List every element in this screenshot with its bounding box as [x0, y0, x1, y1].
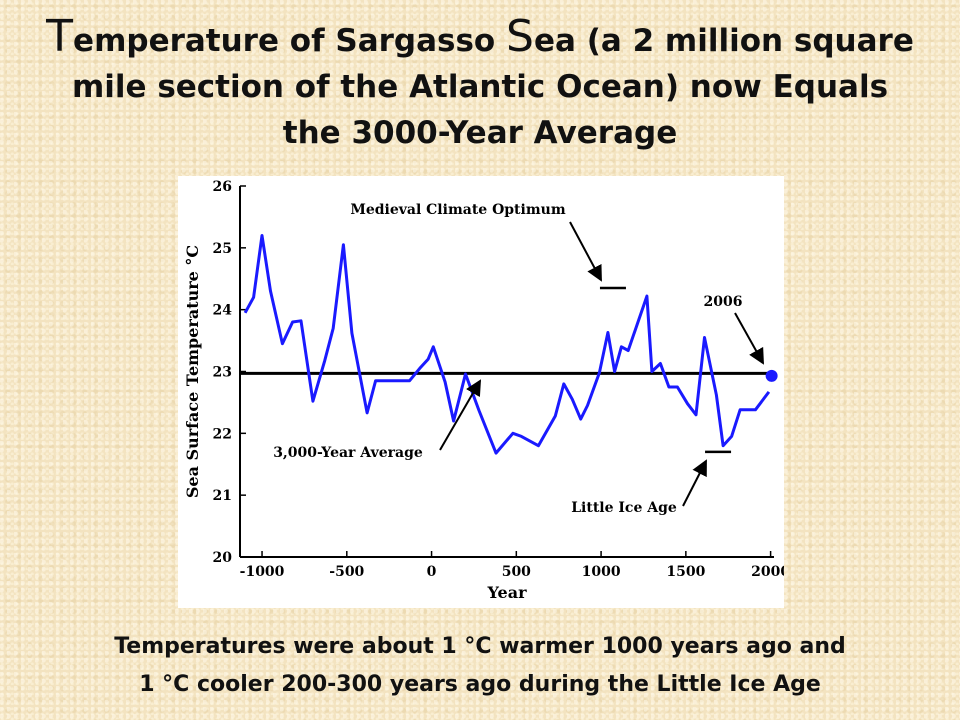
- x-tick-label: -1000: [240, 564, 285, 580]
- y-tick-label: 20: [213, 550, 233, 566]
- y-tick-label: 22: [213, 426, 232, 442]
- y-axis-ticks: 20 21 22 23 24 25 26: [213, 179, 246, 566]
- highlight-point-2006: [765, 369, 778, 382]
- caption-line-2: 1 °C cooler 200-300 years ago during the…: [139, 672, 821, 697]
- title-word-sargasso: Sargasso: [335, 23, 507, 59]
- title-line-3: the 3000-Year Average: [282, 115, 678, 151]
- annotation-arrow: [569, 221, 602, 282]
- annotation-label: Little Ice Age: [571, 500, 677, 516]
- title-text-2: ea (a 2 million square: [533, 23, 914, 59]
- title-line-1: Temperature of Sargasso Sea (a 2 million…: [0, 14, 960, 64]
- slide-caption: Temperatures were about 1 °C warmer 1000…: [0, 628, 960, 704]
- x-tick-label: 1500: [666, 564, 705, 580]
- chart-panel: 20 21 22 23 24 25 26 -1000 -500 0 500 1000 1500 2000…: [178, 176, 784, 608]
- x-axis-label: Year: [486, 583, 527, 602]
- x-tick-label: 1000: [582, 564, 621, 580]
- temperature-series-line: [243, 234, 771, 455]
- title-initial-t: T: [46, 11, 74, 62]
- title-line-2: mile section of the Atlantic Ocean) now …: [71, 69, 889, 105]
- annotation-label: 2006: [704, 294, 743, 310]
- y-tick-label: 25: [213, 241, 232, 257]
- annotation-label: Medieval Climate Optimum: [350, 202, 565, 218]
- annotation-arrow: [734, 312, 764, 365]
- annotation-arrow: [682, 459, 707, 507]
- x-tick-label: 500: [502, 564, 531, 580]
- x-tick-label: 2000: [751, 564, 784, 580]
- title-text-1: emperature of: [73, 23, 336, 59]
- temperature-chart: 20 21 22 23 24 25 26 -1000 -500 0 500 1000 1500 2000…: [183, 179, 784, 602]
- title-initial-s: S: [506, 11, 534, 62]
- caption-line-1: Temperatures were about 1 °C warmer 1000…: [114, 634, 846, 659]
- x-tick-label: -500: [329, 564, 364, 580]
- y-axis-label: Sea Surface Temperature °C: [183, 245, 202, 498]
- annotation-arrow: [439, 379, 482, 451]
- chart-annotations: Medieval Climate Optimum 2006 3,000-Year A…: [273, 202, 764, 516]
- slide-title: Temperature of Sargasso Sea (a 2 million…: [0, 14, 960, 156]
- y-tick-label: 24: [213, 303, 233, 319]
- y-tick-label: 23: [213, 365, 232, 381]
- x-axis-ticks: -1000 -500 0 500 1000 1500 2000: [240, 551, 784, 580]
- y-tick-label: 21: [213, 488, 232, 504]
- y-tick-label: 26: [213, 179, 232, 195]
- x-tick-label: 0: [427, 564, 437, 580]
- annotation-label: 3,000-Year Average: [273, 445, 423, 461]
